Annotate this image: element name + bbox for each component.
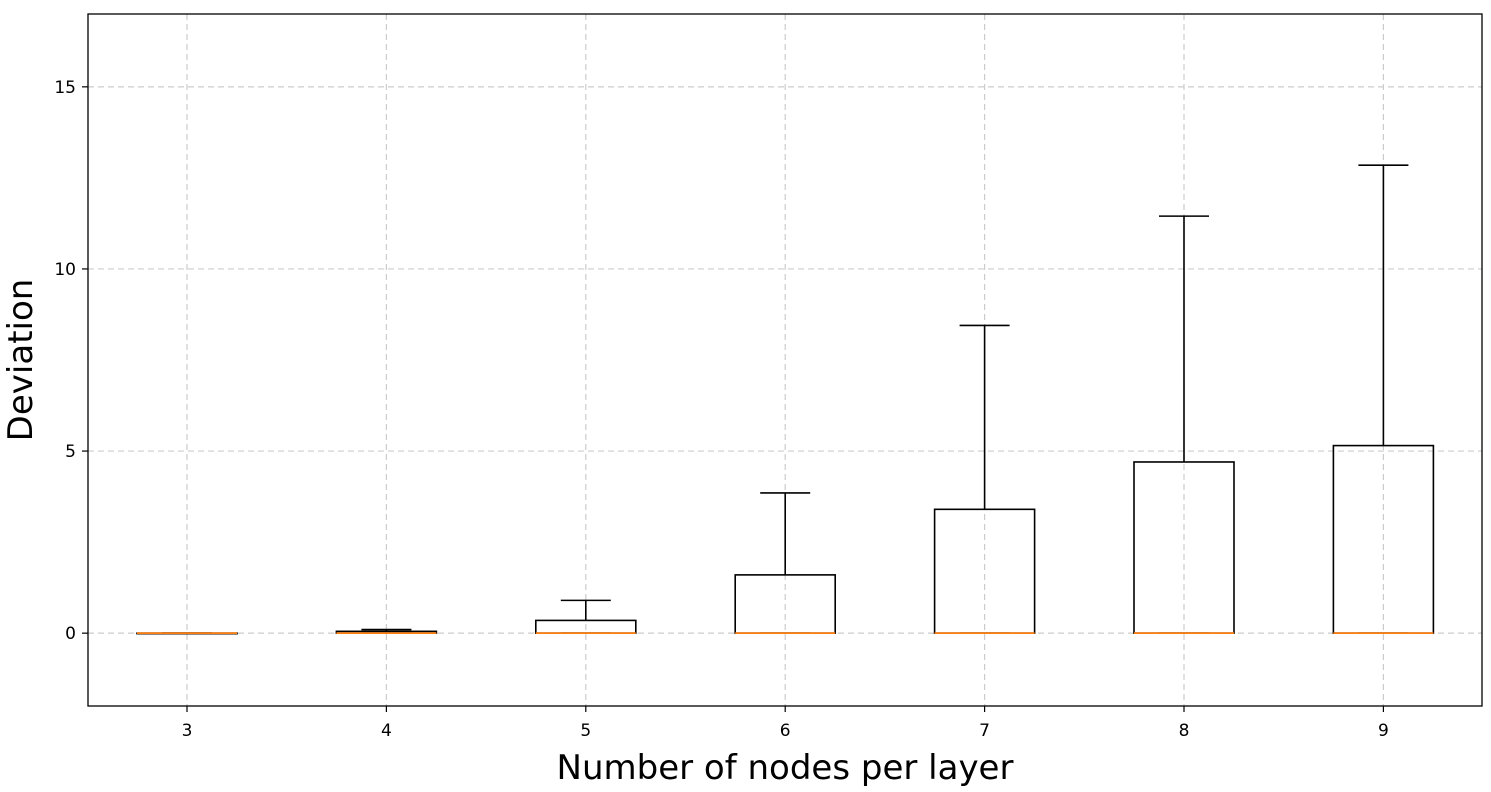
x-axis-label: Number of nodes per layer — [557, 748, 1014, 788]
x-tick-label: 9 — [1378, 721, 1389, 741]
box-5 — [534, 599, 637, 635]
y-tick-label: 10 — [54, 260, 76, 280]
box-series — [136, 164, 1435, 635]
y-axis-label: Deviation — [1, 279, 41, 442]
box-8 — [1133, 215, 1235, 635]
x-tick-label: 5 — [580, 721, 591, 741]
box-9 — [1332, 164, 1435, 635]
x-tick-label: 3 — [182, 721, 193, 741]
y-tick-label: 5 — [65, 442, 76, 462]
x-tick-label: 6 — [780, 721, 791, 741]
axis-ticks: 0 5 10 15 3 4 5 6 7 8 9 — [54, 78, 1388, 741]
box-3 — [136, 632, 238, 635]
box-4 — [335, 628, 438, 635]
x-tick-label: 4 — [381, 721, 392, 741]
y-tick-label: 15 — [54, 78, 76, 98]
x-tick-label: 7 — [979, 721, 990, 741]
x-tick-label: 8 — [1179, 721, 1190, 741]
grid-lines — [88, 14, 1482, 706]
box-7 — [933, 324, 1036, 635]
box-6 — [734, 492, 837, 635]
y-tick-label: 0 — [65, 624, 76, 644]
